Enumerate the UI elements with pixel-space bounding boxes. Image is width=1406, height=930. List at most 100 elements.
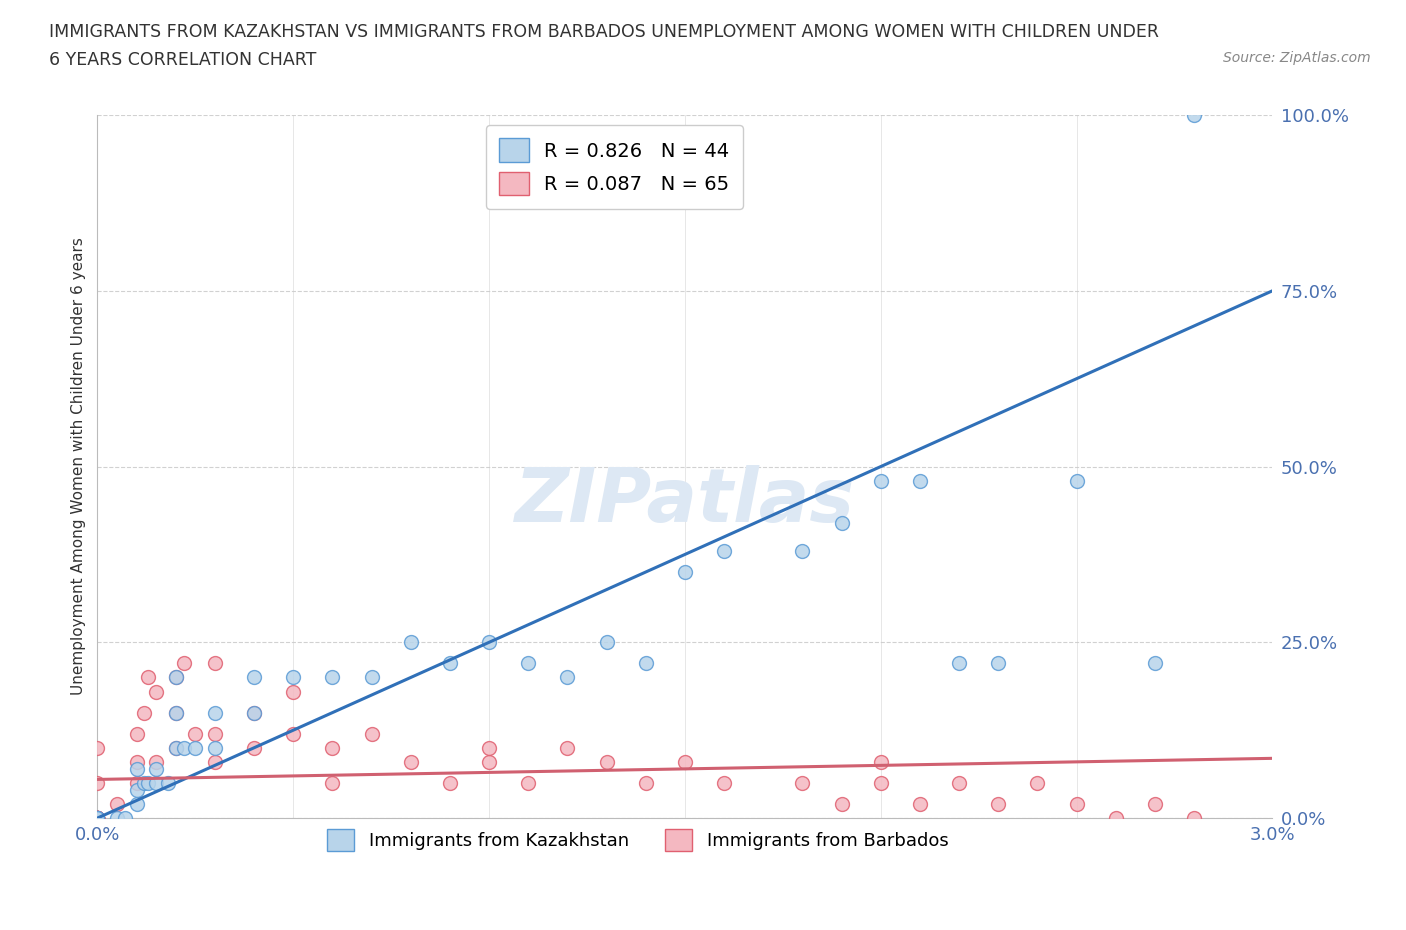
Point <box>517 776 540 790</box>
Point <box>125 762 148 777</box>
Legend: Immigrants from Kazakhstan, Immigrants from Barbados: Immigrants from Kazakhstan, Immigrants f… <box>321 822 956 858</box>
Point <box>125 726 148 741</box>
Point <box>86 811 108 826</box>
Point <box>713 776 735 790</box>
Point <box>595 635 617 650</box>
Point <box>125 754 148 769</box>
Point <box>478 740 501 755</box>
Point <box>134 705 156 720</box>
Point <box>86 811 108 826</box>
Point <box>517 656 540 671</box>
Point <box>1182 811 1205 826</box>
Point <box>184 740 207 755</box>
Point <box>399 754 422 769</box>
Point <box>321 776 343 790</box>
Point <box>165 670 187 684</box>
Y-axis label: Unemployment Among Women with Children Under 6 years: Unemployment Among Women with Children U… <box>72 237 86 696</box>
Point <box>165 705 187 720</box>
Point <box>948 776 970 790</box>
Point <box>283 726 305 741</box>
Point <box>1026 776 1049 790</box>
Point <box>86 740 108 755</box>
Point <box>86 811 108 826</box>
Point <box>478 754 501 769</box>
Point <box>243 670 266 684</box>
Point <box>86 811 108 826</box>
Point <box>673 565 696 579</box>
Point <box>86 811 108 826</box>
Point <box>360 670 382 684</box>
Point <box>948 656 970 671</box>
Point <box>125 776 148 790</box>
Point <box>204 726 226 741</box>
Point <box>283 684 305 699</box>
Point <box>792 543 814 558</box>
Point <box>145 684 167 699</box>
Point <box>1143 656 1166 671</box>
Point <box>439 776 461 790</box>
Point <box>86 811 108 826</box>
Point <box>713 543 735 558</box>
Point <box>204 754 226 769</box>
Point <box>86 811 108 826</box>
Point <box>105 811 128 826</box>
Point <box>634 776 657 790</box>
Point <box>125 797 148 812</box>
Text: IMMIGRANTS FROM KAZAKHSTAN VS IMMIGRANTS FROM BARBADOS UNEMPLOYMENT AMONG WOMEN : IMMIGRANTS FROM KAZAKHSTAN VS IMMIGRANTS… <box>49 23 1159 41</box>
Point <box>173 656 195 671</box>
Point <box>86 811 108 826</box>
Point <box>1143 797 1166 812</box>
Point <box>105 797 128 812</box>
Point <box>165 740 187 755</box>
Text: 6 YEARS CORRELATION CHART: 6 YEARS CORRELATION CHART <box>49 51 316 69</box>
Point <box>86 811 108 826</box>
Point <box>204 740 226 755</box>
Point <box>869 776 891 790</box>
Point <box>86 811 108 826</box>
Point <box>204 656 226 671</box>
Point <box>145 776 167 790</box>
Point <box>557 740 579 755</box>
Text: Source: ZipAtlas.com: Source: ZipAtlas.com <box>1223 51 1371 65</box>
Point <box>283 670 305 684</box>
Point <box>243 705 266 720</box>
Point <box>831 515 853 530</box>
Point <box>145 754 167 769</box>
Point <box>86 811 108 826</box>
Point <box>243 740 266 755</box>
Point <box>869 754 891 769</box>
Point <box>1066 797 1088 812</box>
Point <box>908 473 931 488</box>
Point <box>86 811 108 826</box>
Point <box>557 670 579 684</box>
Point <box>673 754 696 769</box>
Point <box>243 705 266 720</box>
Point <box>86 811 108 826</box>
Point <box>439 656 461 671</box>
Point <box>321 670 343 684</box>
Point <box>173 740 195 755</box>
Point <box>1105 811 1128 826</box>
Point <box>165 670 187 684</box>
Point <box>86 776 108 790</box>
Point <box>908 797 931 812</box>
Point <box>145 762 167 777</box>
Point <box>399 635 422 650</box>
Point <box>86 811 108 826</box>
Point <box>360 726 382 741</box>
Point <box>321 740 343 755</box>
Point <box>136 776 159 790</box>
Point <box>86 811 108 826</box>
Point <box>136 670 159 684</box>
Point <box>114 811 136 826</box>
Point <box>86 811 108 826</box>
Point <box>86 811 108 826</box>
Point <box>86 811 108 826</box>
Point <box>134 776 156 790</box>
Text: ZIPatlas: ZIPatlas <box>515 465 855 538</box>
Point <box>156 776 179 790</box>
Point <box>165 740 187 755</box>
Point <box>792 776 814 790</box>
Point <box>86 811 108 826</box>
Point <box>86 811 108 826</box>
